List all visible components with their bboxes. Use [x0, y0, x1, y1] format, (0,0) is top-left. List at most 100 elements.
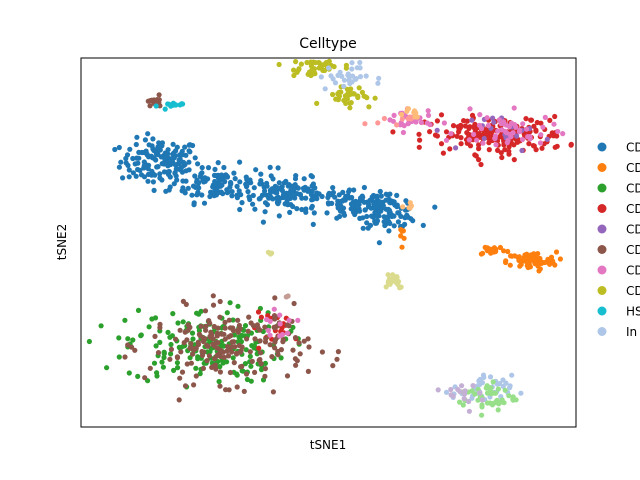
data-point [130, 155, 136, 162]
data-point [248, 363, 254, 369]
data-point [362, 121, 368, 127]
data-point [165, 160, 171, 166]
data-point [174, 360, 180, 366]
data-point [539, 145, 545, 151]
data-point [334, 356, 340, 362]
data-point [347, 105, 353, 111]
data-point [357, 59, 363, 66]
data-point [386, 207, 392, 213]
data-point [183, 168, 189, 174]
data-point [319, 63, 325, 70]
data-point [467, 106, 473, 112]
data-point [206, 353, 212, 359]
data-point [537, 140, 544, 146]
data-point [356, 85, 362, 91]
data-point [347, 100, 353, 106]
data-point [191, 382, 197, 388]
data-point [260, 192, 266, 198]
data-point [506, 393, 512, 399]
data-point [257, 356, 263, 363]
data-point [159, 359, 165, 365]
data-point [389, 212, 395, 218]
data-point [484, 247, 491, 253]
data-point [190, 336, 196, 342]
data-point [291, 72, 297, 79]
data-point [146, 324, 152, 330]
data-point [275, 165, 281, 171]
data-point [135, 166, 141, 173]
data-point [355, 200, 361, 206]
data-point [126, 174, 132, 180]
data-point [435, 387, 441, 393]
data-point [477, 112, 483, 118]
data-point [165, 147, 171, 153]
data-point [523, 252, 530, 259]
data-point [534, 119, 540, 126]
data-point [337, 69, 343, 75]
data-point [233, 350, 240, 356]
data-point [349, 194, 355, 201]
data-point [220, 349, 226, 355]
data-point [272, 295, 278, 301]
data-point [250, 201, 256, 207]
data-point [397, 122, 403, 128]
data-point [116, 164, 122, 170]
data-point [253, 167, 259, 173]
data-point [293, 59, 299, 65]
data-point [270, 176, 276, 182]
data-point [568, 142, 574, 148]
data-point [506, 151, 512, 157]
data-point [547, 117, 553, 123]
legend-marker [597, 183, 607, 193]
data-point [310, 196, 316, 202]
data-point [224, 359, 230, 365]
data-point [215, 340, 221, 346]
data-point [509, 253, 515, 259]
data-point [168, 346, 174, 352]
data-point [146, 142, 152, 148]
data-point [168, 351, 174, 357]
data-point [257, 350, 264, 356]
data-point [276, 180, 282, 186]
data-point [257, 181, 263, 187]
data-point [188, 360, 194, 366]
data-point [175, 365, 181, 371]
data-point [499, 154, 505, 161]
data-point [417, 137, 423, 143]
data-point [376, 240, 382, 246]
data-point [200, 365, 206, 371]
data-point [375, 120, 381, 126]
data-point [469, 117, 475, 123]
data-point [395, 281, 401, 287]
data-point [385, 278, 392, 284]
data-point [377, 188, 383, 195]
data-point [357, 74, 364, 80]
data-point [412, 114, 418, 120]
data-point [348, 86, 354, 92]
data-point [264, 183, 270, 189]
data-point [278, 355, 284, 361]
data-point [303, 195, 309, 201]
data-point [334, 215, 340, 221]
data-point [479, 412, 485, 418]
data-point [159, 143, 165, 149]
data-point [443, 129, 450, 135]
data-point [235, 329, 241, 335]
data-point [185, 322, 191, 328]
data-point [126, 167, 132, 173]
data-point [262, 360, 268, 366]
data-point [222, 179, 228, 185]
data-point [490, 115, 496, 121]
data-point [198, 323, 204, 329]
data-point [211, 193, 217, 199]
data-point [189, 192, 195, 198]
data-point [239, 363, 245, 369]
data-point [86, 338, 92, 345]
data-point [378, 193, 384, 199]
data-point [292, 176, 299, 182]
data-point [507, 383, 513, 389]
data-point [319, 349, 325, 355]
data-point [485, 122, 491, 129]
data-point [341, 77, 347, 83]
data-point [326, 58, 332, 64]
